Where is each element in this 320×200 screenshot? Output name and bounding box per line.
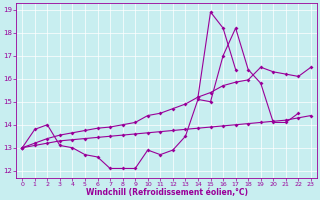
X-axis label: Windchill (Refroidissement éolien,°C): Windchill (Refroidissement éolien,°C) bbox=[85, 188, 248, 197]
